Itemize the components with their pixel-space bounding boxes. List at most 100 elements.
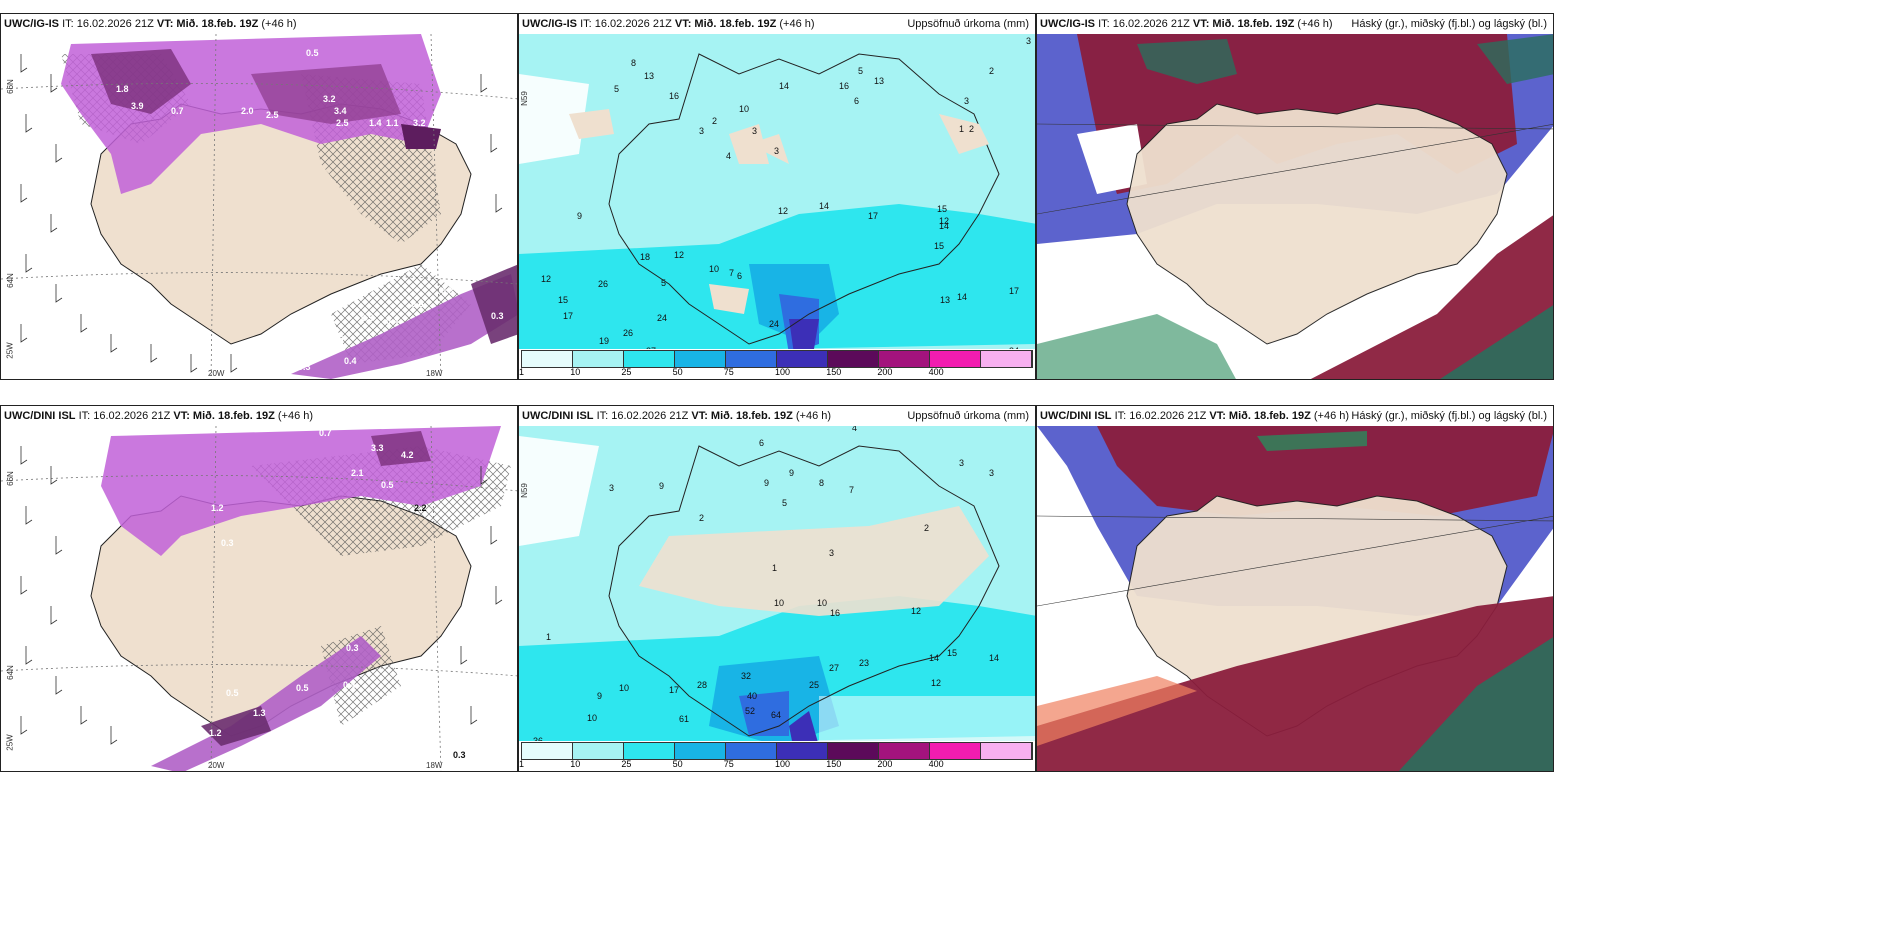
- field-title: Háský (gr.), miðský (fj.bl.) og lágský (…: [1351, 18, 1547, 30]
- panel-header: UWC/IG-IS IT: 16.02.2026 21Z VT: Mið. 18…: [519, 14, 1035, 34]
- value-label: 18: [640, 252, 650, 262]
- value-label: 61: [679, 714, 689, 724]
- field-title: Háský (gr.), miðský (fj.bl.) og lágský (…: [1351, 410, 1547, 422]
- value-label: 0.3: [491, 311, 504, 321]
- value-label: 16: [830, 608, 840, 618]
- lead-time: (+46 h): [1297, 18, 1333, 30]
- value-label: 3: [774, 146, 779, 156]
- value-label: 28: [697, 680, 707, 690]
- value-label: 0.6: [411, 299, 424, 309]
- value-label: 9: [659, 481, 664, 491]
- precip-amounts: 4 9 3 6 9 9 8 7 5 3 3 3 2 2 1 10 16 10 1…: [533, 423, 999, 746]
- colorbar-tick-label: 10: [570, 759, 581, 769]
- value-label: 24: [769, 319, 779, 329]
- value-label: 0.4: [386, 316, 399, 326]
- value-label: 24: [657, 313, 667, 323]
- init-time: IT: 16.02.2026 21Z: [62, 18, 154, 30]
- value-label: 0.7: [319, 428, 332, 438]
- value-label: 0.3: [346, 643, 359, 653]
- panel-clouds-dini: UWC/DINI ISL IT: 16.02.2026 21Z VT: Mið.…: [1036, 405, 1554, 772]
- init-time: IT: 16.02.2026 21Z: [78, 410, 171, 422]
- colorbar-swatch: [879, 743, 930, 759]
- value-label: 3.4: [334, 106, 347, 116]
- value-label: 0.5: [381, 480, 394, 490]
- value-label: 10: [739, 104, 749, 114]
- colorbar-tick-label: 50: [672, 759, 683, 769]
- value-label: 40: [747, 691, 757, 701]
- value-label: 17: [669, 685, 679, 695]
- valid-time: VT: Mið. 18.feb. 19Z: [173, 410, 275, 422]
- valid-time: VT: Mið. 18.feb. 19Z: [1192, 18, 1295, 30]
- value-label: 1: [772, 563, 777, 573]
- init-time: IT: 16.02.2026 21Z: [1114, 410, 1207, 422]
- value-label: 3: [959, 458, 964, 468]
- lon-label-20w: 20W: [208, 369, 225, 378]
- lat-label: N59: [519, 483, 529, 498]
- valid-time: VT: Mið. 18.feb. 19Z: [156, 18, 259, 30]
- value-label: 10: [709, 264, 719, 274]
- value-label: 3.2: [323, 94, 336, 104]
- panel-wind-precip-igis: UWC/IG-IS IT: 16.02.2026 21Z VT: Mið. 18…: [0, 13, 518, 380]
- value-label: 1: [959, 124, 964, 134]
- value-label: 3.3: [371, 443, 384, 453]
- value-label: 2: [712, 116, 717, 126]
- value-label: 14: [957, 292, 967, 302]
- panel-header: UWC/DINI ISL IT: 16.02.2026 21Z VT: Mið.…: [1, 406, 517, 426]
- value-label: 0.6: [331, 334, 344, 344]
- value-label: 0.3: [298, 362, 311, 372]
- panel-header: UWC/IG-IS IT: 16.02.2026 21Z VT: Mið. 18…: [1037, 14, 1553, 34]
- panel-accum-precip-dini: UWC/DINI ISL IT: 16.02.2026 21Z VT: Mið.…: [518, 405, 1036, 772]
- value-label: 2.5: [336, 118, 349, 128]
- colorbar-swatch: [624, 743, 675, 759]
- colorbar-tick-label: 200: [877, 367, 893, 377]
- value-label: 10: [587, 713, 597, 723]
- lon-label-20w: 20W: [208, 761, 225, 770]
- value-label: 2.5: [266, 110, 279, 120]
- value-label: 14: [779, 81, 789, 91]
- map-accumulated-precip: 4 9 3 6 9 9 8 7 5 3 3 3 2 2 1 10 16 10 1…: [519, 406, 1035, 771]
- value-label: 9: [764, 478, 769, 488]
- value-label: 0.4: [344, 356, 357, 366]
- value-label: 15: [937, 204, 947, 214]
- value-label: 17: [1009, 286, 1019, 296]
- value-label: 23: [859, 658, 869, 668]
- map-wind-precip: 4.2 3.3 2.1 0.5 1.2 0.3 2.2 0.3 0.5 1.3 …: [1, 406, 517, 771]
- colorbar-swatch: [981, 743, 1032, 759]
- value-label: 3: [964, 96, 969, 106]
- colorbar-tick-label: 10: [570, 367, 581, 377]
- value-label: 1.8: [116, 84, 129, 94]
- value-label: 14: [989, 653, 999, 663]
- model-name: UWC/IG-IS: [4, 18, 59, 30]
- lon-label-25w: 25W: [5, 342, 15, 359]
- value-label: 13: [940, 295, 950, 305]
- colorbar-swatch: [675, 351, 726, 367]
- colorbar-tick-label: 1: [519, 759, 525, 769]
- value-label: 32: [741, 671, 751, 681]
- value-label: 3: [1026, 36, 1031, 46]
- value-label: 1.2: [209, 728, 222, 738]
- value-label: 2: [699, 513, 704, 523]
- panel-header: UWC/DINI ISL IT: 16.02.2026 21Z VT: Mið.…: [1037, 406, 1553, 426]
- value-label: 8: [631, 58, 636, 68]
- lat-label: N59: [519, 91, 529, 106]
- model-name: UWC/IG-IS: [1040, 18, 1095, 30]
- value-label: 9: [789, 468, 794, 478]
- value-label: 2: [969, 124, 974, 134]
- lon-label-18w: 18W: [426, 761, 443, 770]
- lead-time: (+46 h): [277, 410, 314, 422]
- value-label: 0.4: [343, 680, 356, 690]
- value-label: 3.2: [413, 118, 426, 128]
- colorbar-tick-label: 75: [723, 759, 734, 769]
- colorbar-tick-label: 50: [672, 367, 683, 377]
- value-label: 3.9: [131, 101, 144, 111]
- colorbar: [521, 742, 1033, 760]
- lead-time: (+46 h): [779, 18, 815, 30]
- wind-barbs: [20, 446, 503, 745]
- value-label: 1.3: [253, 708, 266, 718]
- value-label: 8: [819, 478, 824, 488]
- value-label: 6: [737, 271, 742, 281]
- colorbar-tick-label: 200: [877, 759, 893, 769]
- lead-time: (+46 h): [795, 410, 832, 422]
- value-label: 2.2: [414, 503, 427, 513]
- colorbar-legend: 1 10 25 50 75 100 150 200 400: [519, 349, 1035, 379]
